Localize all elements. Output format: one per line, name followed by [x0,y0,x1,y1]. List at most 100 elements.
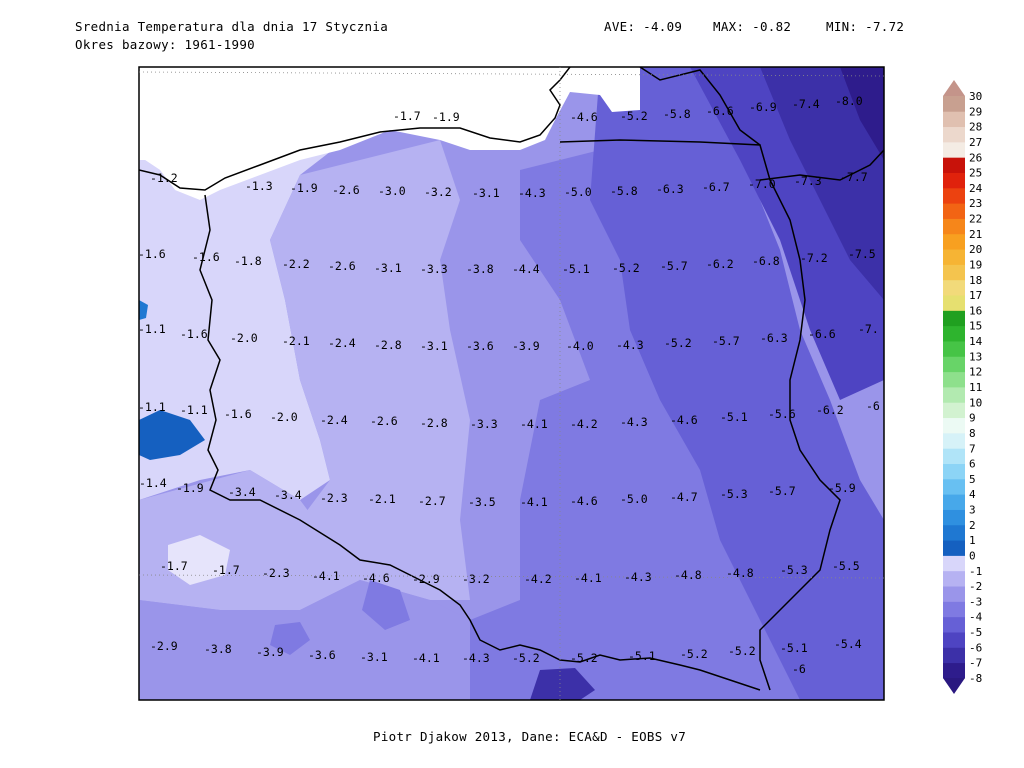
value-label: -2.0 [230,331,258,345]
map-subtitle: Okres bazowy: 1961-1990 [75,37,255,52]
legend-tick-label: 11 [969,381,982,394]
value-label: -4.8 [674,568,702,582]
legend-swatch [943,448,965,464]
value-label: -3.3 [470,417,498,431]
value-label: -1.6 [192,250,220,264]
value-label: -4.0 [566,339,594,353]
value-labels: -1.7 -1.9 -4.6 -5.2 -5.8 -6.6 -6.9 -7.4 -8.0 -1.2… [138,94,880,676]
baltic-sea [139,67,640,200]
value-label: -4.1 [412,651,440,665]
legend-swatch [943,632,965,648]
value-label: -1.6 [138,247,166,261]
value-label: -3.5 [468,495,496,509]
legend-swatch [943,555,965,572]
value-label: -2.4 [328,336,356,350]
graticule-lat-2 [138,71,885,77]
legend-tick-label: 4 [969,488,976,501]
value-label: -2.9 [412,572,440,586]
legend-swatch [943,586,965,602]
value-label: -3.8 [204,642,232,656]
value-label: -5.8 [663,107,691,121]
value-label: -1.3 [245,179,273,193]
value-label: -5.5 [832,559,860,573]
value-label: -5.2 [570,651,598,665]
border-belarus [759,149,884,181]
legend-tick-label: 9 [969,412,976,425]
value-label: -1.8 [234,254,262,268]
legend-swatch [943,187,965,204]
color-legend: -8-7-6-5-4-3-2-1012345678910111213141516… [943,80,983,694]
value-label: -5.1 [628,649,656,663]
value-label: -5.2 [620,109,648,123]
legend-tick-label: 28 [969,121,982,134]
legend-swatch [943,295,965,311]
border-east [559,139,841,691]
legend-tick-label: 27 [969,136,982,149]
value-label: -2.3 [320,491,348,505]
value-label: -1.1 [138,322,166,336]
value-label: -6.2 [816,403,844,417]
legend-tick-label: 23 [969,197,982,210]
temp-band-minus7 [760,67,884,300]
value-label: -2.8 [420,416,448,430]
value-label: -3.9 [512,339,540,353]
value-label: -4.6 [570,494,598,508]
legend-swatch [943,540,965,556]
value-label: -3.1 [472,186,500,200]
value-label: -4.1 [520,417,548,431]
value-label: -2.8 [374,338,402,352]
value-label: -5.9 [828,481,856,495]
value-label: -3.0 [378,184,406,198]
value-label: -5.3 [720,487,748,501]
legend-swatch [943,387,965,403]
value-label: -5.2 [728,644,756,658]
legend-swatch [943,616,965,633]
value-label: -3.2 [424,185,452,199]
value-label: -7.2 [800,251,828,265]
cold-island-1 [362,580,410,630]
legend-swatch [943,570,965,587]
value-label: -1.6 [180,327,208,341]
legend-tick-label: -3 [969,595,982,608]
legend-tick-label: 8 [969,427,976,440]
value-label: -5.1 [562,262,590,276]
value-label: -1.4 [139,476,167,490]
value-label: -1.9 [176,481,204,495]
value-label: -6.6 [808,327,836,341]
value-label: -8.0 [835,94,863,108]
value-label: -7. [858,322,879,336]
value-label: -2.9 [150,639,178,653]
warm-spot-west-small [139,300,148,320]
legend-swatch [943,218,965,235]
value-label: -4.6 [362,571,390,585]
legend-swatch [943,417,965,434]
legend-tick-label: 26 [969,151,982,164]
value-label: -4.3 [620,415,648,429]
value-label: -6.9 [749,100,777,114]
value-label: -5.1 [780,641,808,655]
legend-swatch [943,310,965,327]
legend-tick-label: 30 [969,90,982,103]
cold-island-2 [270,622,310,655]
legend-swatch [943,402,965,419]
border-west [199,194,761,691]
value-label: -5.8 [610,184,638,198]
value-label: -5.2 [664,336,692,350]
value-label: -4.1 [574,571,602,585]
legend-tick-label: -7 [969,657,982,670]
value-label: -3.1 [374,261,402,275]
cold-island-3 [530,668,595,700]
value-label: -1.2 [150,171,178,185]
legend-tick-label: 20 [969,243,982,256]
legend-swatch [943,325,965,342]
value-label: -4.3 [462,651,490,665]
value-label: -2.4 [320,413,348,427]
warm-spot-west [139,410,205,460]
value-label: -3.9 [256,645,284,659]
temp-band-minus5 [590,67,884,700]
value-label: -2.7 [418,494,446,508]
value-label: -4.1 [520,495,548,509]
legend-tick-label: 10 [969,396,982,409]
value-label: -1.7 [160,559,188,573]
legend-swatch [943,463,965,480]
